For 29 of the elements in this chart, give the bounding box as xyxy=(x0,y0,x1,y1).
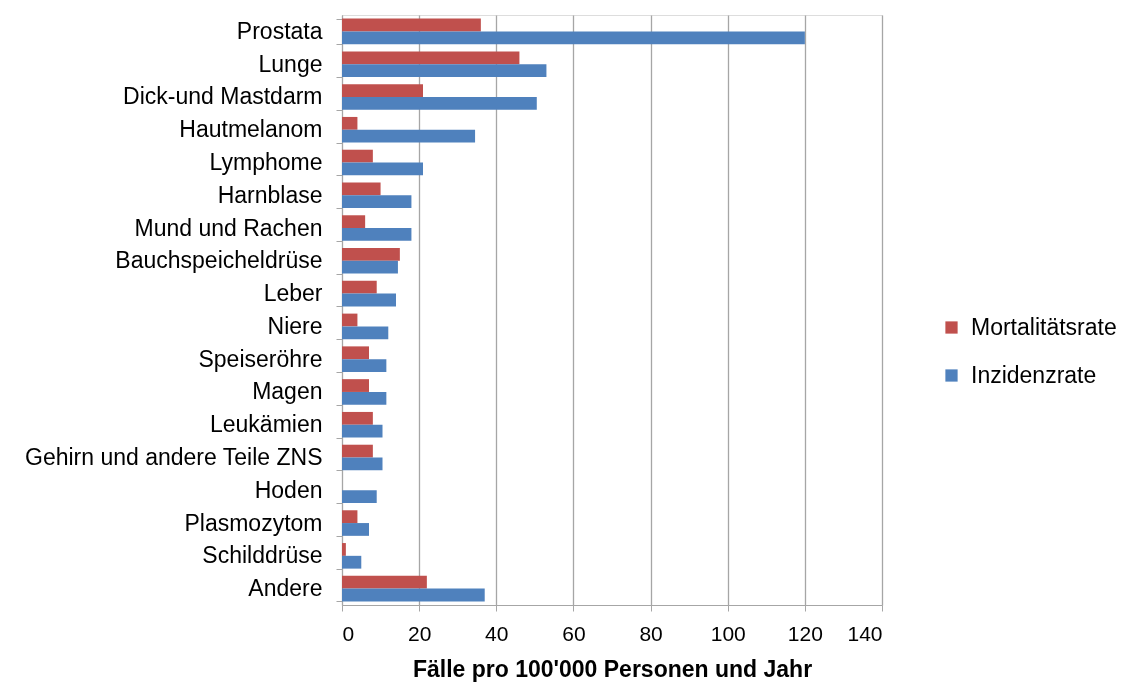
y-tick-label: Hoden xyxy=(254,476,323,503)
x-tick-label: 60 xyxy=(562,621,586,645)
y-tick-label: Harnblase xyxy=(217,181,323,208)
x-tick-label: 40 xyxy=(485,621,509,645)
y-tick-label: Leukämien xyxy=(209,411,323,438)
y-tick-label: Lunge xyxy=(258,50,323,77)
y-tick-label: Hautmelanom xyxy=(179,116,323,143)
y-tick-label: Schilddrüse xyxy=(202,542,323,569)
y-tick-label: Prostata xyxy=(236,17,323,44)
y-tick-label: Magen xyxy=(252,378,323,405)
y-tick-label: Lymphome xyxy=(209,149,323,175)
y-tick-label: Dick-und Mastdarm xyxy=(123,83,323,110)
x-axis-title: Fälle pro 100'000 Personen und Jahr xyxy=(412,655,813,682)
x-tick-label: 140 xyxy=(847,621,883,645)
x-tick-label: 120 xyxy=(787,621,823,645)
legend-label: Inzidenzrate xyxy=(971,361,1097,388)
y-tick-label: Speiseröhre xyxy=(198,345,323,372)
y-tick-label: Mund und Rachen xyxy=(134,214,323,241)
x-tick-label: 0 xyxy=(342,621,355,645)
x-tick-label: 80 xyxy=(639,621,663,645)
y-tick-label: Gehirn und andere Teile ZNS xyxy=(25,444,323,470)
legend-label: Mortalitätsrate xyxy=(971,313,1117,340)
y-tick-label: Plasmozytom xyxy=(184,509,323,536)
y-tick-label: Andere xyxy=(248,575,323,602)
y-tick-label: Niere xyxy=(267,312,323,339)
y-tick-label: Leber xyxy=(263,280,323,307)
x-tick-label: 100 xyxy=(710,621,746,645)
y-tick-label: Bauchspeicheldrüse xyxy=(115,247,323,274)
x-tick-label: 20 xyxy=(407,621,432,645)
